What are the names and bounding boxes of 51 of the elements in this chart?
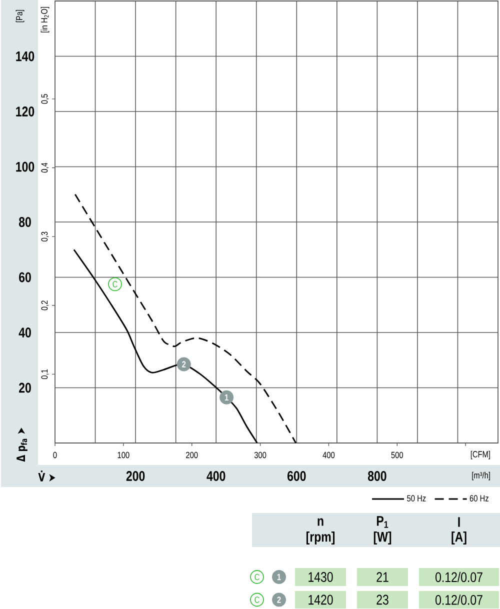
x-tick-label: 800: [368, 471, 386, 481]
line-series: [74, 194, 297, 444]
text: 1: [277, 574, 281, 580]
text: 21: [376, 572, 388, 582]
text: 23: [376, 594, 388, 605]
y2-tick-label: 0,2: [41, 300, 49, 310]
x-tick-label: 400: [206, 471, 226, 481]
text: [W]: [374, 531, 392, 545]
y-tick-label: 80: [18, 217, 31, 227]
annotation: 2: [182, 361, 186, 368]
legend-label: 50 Hz: [407, 495, 426, 502]
y-tick-label: 60: [19, 272, 31, 282]
x2-tick-label: 200: [186, 452, 198, 458]
legend-label: 60 Hz: [470, 495, 488, 502]
text: [rpm]: [306, 531, 335, 545]
x2-tick-label: 300: [254, 452, 266, 458]
text: 2: [277, 596, 281, 603]
y-tick-label: 140: [16, 51, 34, 62]
text: C: [254, 596, 260, 603]
x2-axis-title: [CFM]: [470, 450, 490, 460]
text: I: [458, 517, 460, 527]
text: 0.12/0.07: [436, 572, 482, 582]
text: 1420: [308, 594, 333, 605]
text: P$_{1}$: [376, 516, 388, 528]
y2-tick-label: 0,5: [41, 94, 49, 104]
text: 1430: [308, 572, 333, 582]
y-tick-label: 20: [19, 382, 31, 393]
line-series: [73, 248, 258, 444]
y-tick-label: 40: [18, 328, 31, 338]
text: 0.12/0.07: [436, 594, 482, 605]
x2-tick-label: 0: [53, 452, 57, 458]
text: V̇ ➤: [38, 470, 56, 482]
x2-tick-label: 100: [118, 452, 130, 458]
text: Δ p$_{fa}$ ➤: [16, 428, 28, 462]
x-axis-title: [m³/h]: [472, 472, 490, 480]
x-tick-label: 200: [126, 471, 145, 481]
annotation: C: [112, 280, 118, 288]
y2-tick-label: 0,1: [41, 369, 49, 380]
x2-tick-label: 500: [391, 452, 404, 458]
y2-axis-title: [in H$_{2}$O]: [40, 7, 50, 32]
x2-tick-label: 400: [322, 452, 335, 458]
y-tick-label: 100: [16, 162, 34, 172]
text: [A]: [452, 531, 466, 545]
y2-tick-label: 0,4: [41, 162, 49, 173]
y2-tick-label: 0,3: [41, 232, 49, 242]
text: n: [318, 518, 324, 526]
y-axis-title: [Pa]: [16, 10, 24, 22]
text: C: [254, 574, 260, 580]
y-tick-label: 120: [16, 106, 34, 116]
x-tick-label: 600: [287, 471, 306, 481]
annotation: 1: [224, 394, 228, 401]
